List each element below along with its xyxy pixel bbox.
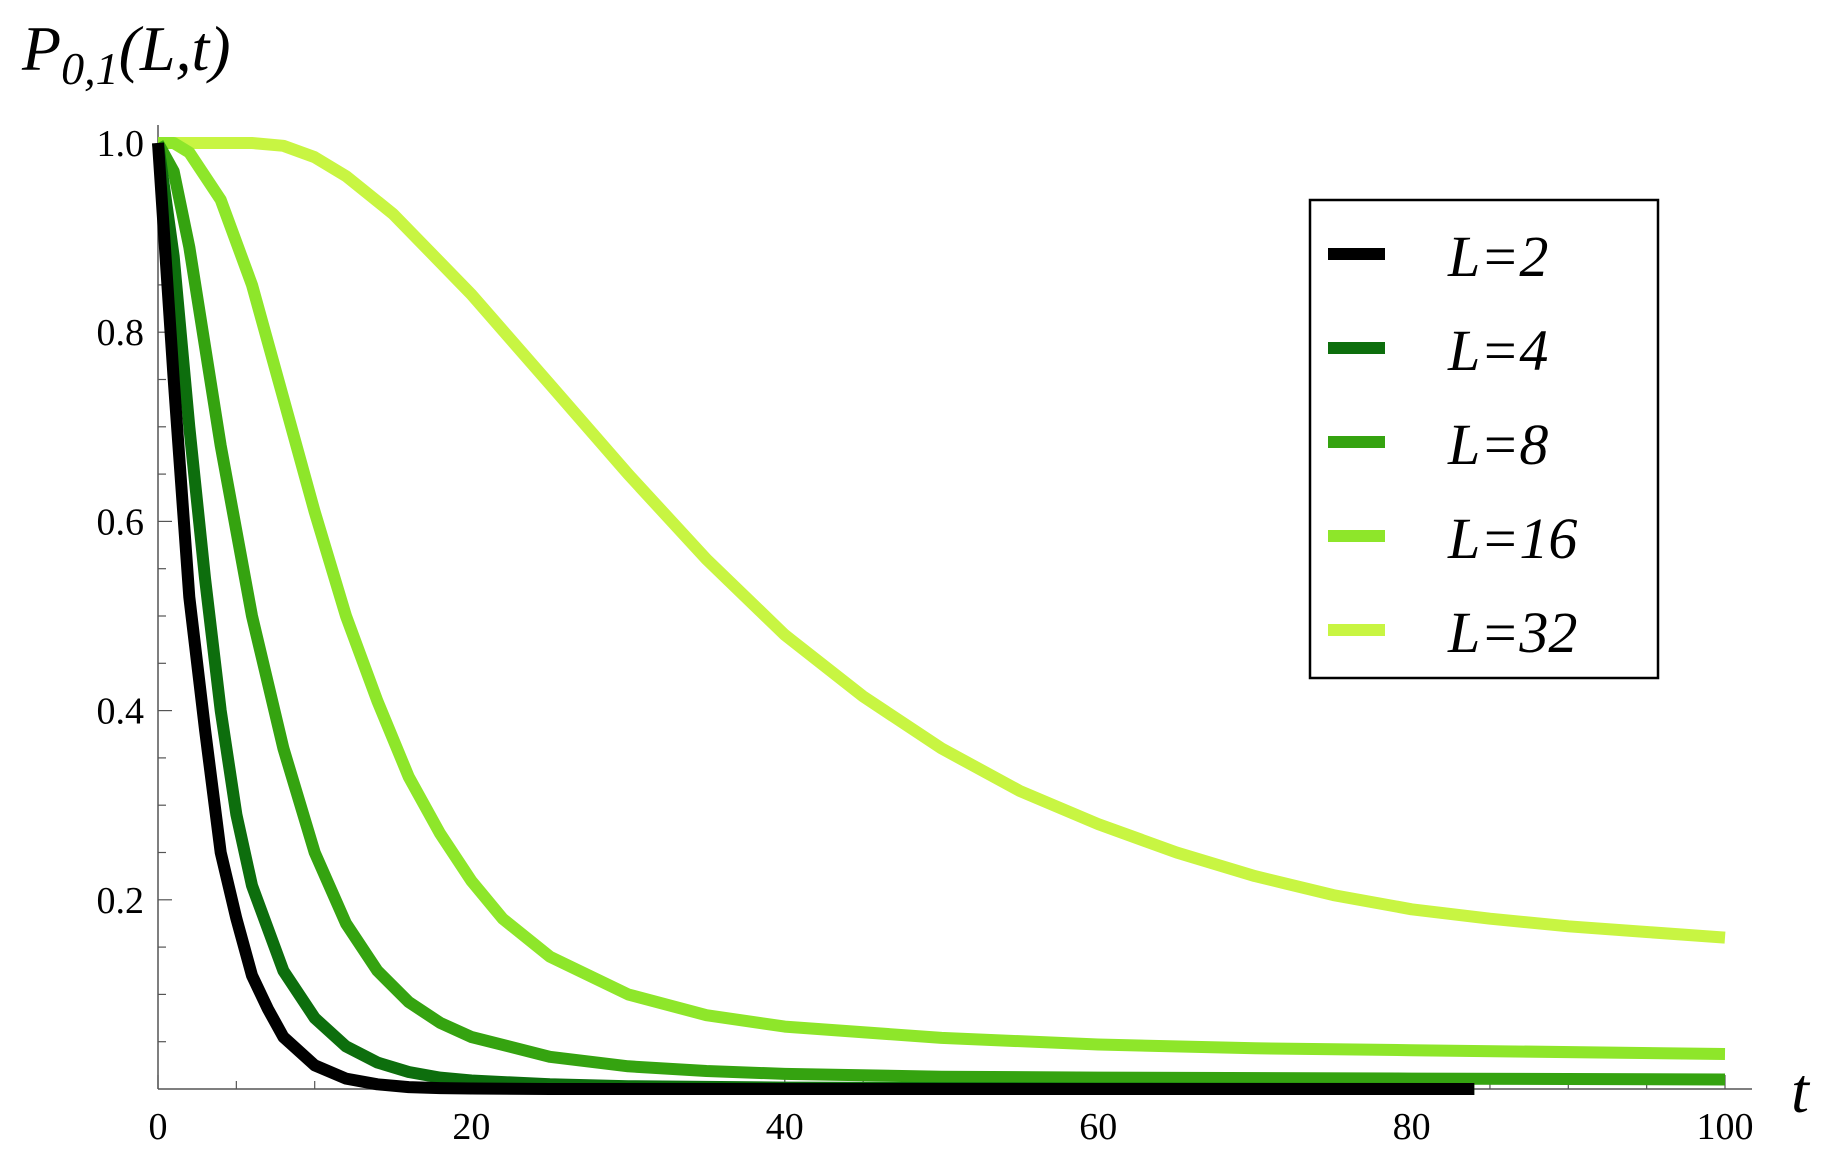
y-axis-title-args: (L,t) xyxy=(119,13,231,84)
y-axis-ticks: 0.2 0.4 0.6 0.8 1.0 xyxy=(97,123,172,1043)
legend-label: L=4 xyxy=(1447,318,1548,383)
x-tick-label: 100 xyxy=(1697,1106,1754,1148)
y-tick-label: 0.4 xyxy=(97,691,145,733)
legend-label: L=2 xyxy=(1447,224,1548,289)
x-tick-label: 20 xyxy=(452,1106,490,1148)
legend-label: L=32 xyxy=(1447,600,1577,665)
legend: L=2 L=4 L=8 L=16 L=32 xyxy=(1308,198,1660,680)
y-tick-label: 0.6 xyxy=(97,501,145,543)
y-tick-label: 0.8 xyxy=(97,312,145,354)
y-tick-label: 1.0 xyxy=(97,123,145,165)
series-layer xyxy=(152,137,1726,1095)
series-line-l-8 xyxy=(152,140,1726,1086)
legend-label: L=16 xyxy=(1447,506,1577,571)
series-line-l-32 xyxy=(158,137,1726,944)
legend-label: L=8 xyxy=(1447,412,1548,477)
legend-items: L=2 L=4 L=8 L=16 L=32 xyxy=(1328,224,1577,665)
y-axis-title: P0,1(L,t) xyxy=(21,13,231,94)
y-axis-title-main: P xyxy=(21,13,61,84)
x-tick-label: 60 xyxy=(1079,1106,1117,1148)
x-tick-label: 80 xyxy=(1393,1106,1431,1148)
x-axis-ticks: 0 20 40 60 80 100 xyxy=(149,1075,1754,1148)
y-axis-title-sub: 0,1 xyxy=(61,43,119,94)
x-axis-title: t xyxy=(1791,1055,1811,1126)
y-tick-label: 0.2 xyxy=(97,880,145,922)
x-tick-label: 40 xyxy=(766,1106,804,1148)
series-line-l-16 xyxy=(158,137,1726,1060)
x-tick-label: 0 xyxy=(149,1106,168,1148)
legend-box xyxy=(1308,198,1660,680)
series-line-l-2 xyxy=(152,142,1475,1095)
